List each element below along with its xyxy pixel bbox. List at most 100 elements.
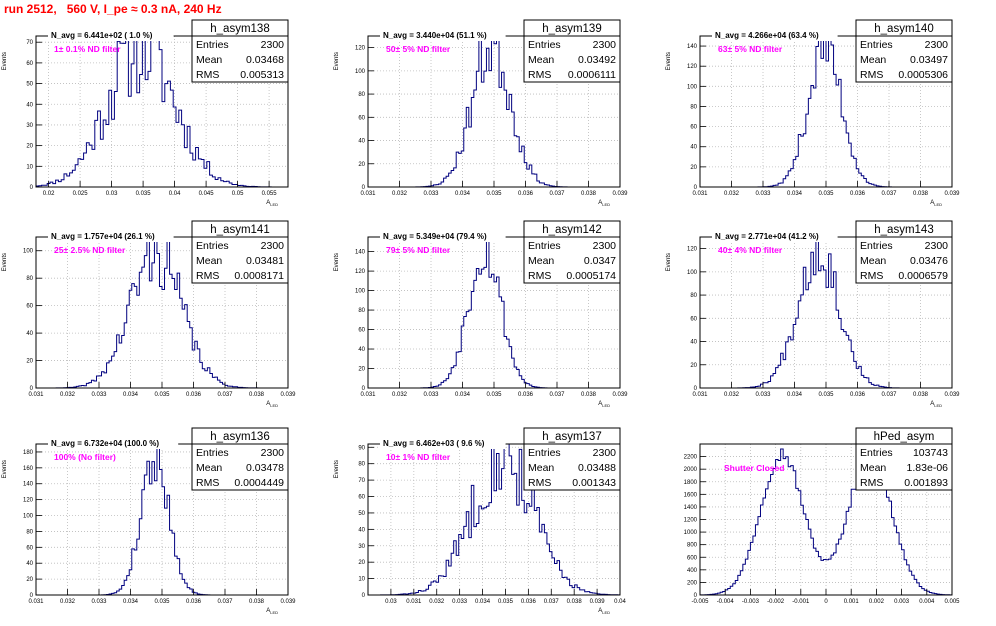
y-tick-label: 40 bbox=[358, 347, 365, 353]
stats-entries-value: 103743 bbox=[913, 447, 948, 459]
y-axis-label: Events bbox=[334, 460, 340, 478]
histogram-panel: 0.031 0.032 0.033 0.034 0.035 0.036 0.037 0.038… bbox=[332, 207, 664, 414]
x-tick-label: 0.034 bbox=[123, 392, 139, 398]
y-tick-label: 120 bbox=[355, 269, 366, 275]
y-tick-label: 100 bbox=[355, 69, 366, 75]
stats-entries-label: Entries bbox=[860, 39, 893, 51]
stats-rms-value: 0.0004449 bbox=[234, 477, 284, 489]
x-tick-label: 0.034 bbox=[455, 392, 471, 398]
histogram-svg: 0.031 0.032 0.033 0.034 0.035 0.036 0.037 0.038… bbox=[2, 220, 296, 408]
avg-label-bg bbox=[48, 438, 179, 449]
avg-label: N_avg = 6.441e+02 ( 1.0 %) bbox=[51, 31, 153, 40]
x-tick-label: 0.038 bbox=[581, 191, 597, 197]
x-tick-label: 0.031 bbox=[28, 392, 44, 398]
stats-entries-label: Entries bbox=[196, 447, 229, 459]
y-tick-label: 80 bbox=[358, 92, 365, 98]
filter-annotation: Shutter Closed bbox=[724, 463, 784, 473]
y-tick-label: 20 bbox=[358, 367, 365, 373]
x-axis-label: ALED bbox=[598, 401, 610, 408]
histogram-name: h_asym139 bbox=[542, 23, 601, 35]
histogram-name: h_asym138 bbox=[210, 23, 269, 35]
stats-rms-label: RMS bbox=[196, 69, 219, 81]
stats-mean-label: Mean bbox=[528, 255, 554, 267]
histogram-panel: 0.031 0.032 0.033 0.034 0.035 0.036 0.037 0.038… bbox=[332, 6, 664, 213]
histogram-name: h_asym140 bbox=[874, 23, 933, 35]
histogram-name: hPed_asym bbox=[874, 431, 935, 443]
y-tick-label: 60 bbox=[358, 495, 365, 501]
stats-entries-value: 2300 bbox=[925, 39, 949, 51]
y-tick-label: 80 bbox=[358, 308, 365, 314]
x-axis-label: ALED bbox=[266, 200, 278, 207]
avg-label-bg bbox=[380, 30, 506, 41]
avg-label-bg bbox=[48, 30, 174, 41]
y-axis-label: Events bbox=[2, 52, 8, 70]
filter-annotation: 1± 0.1% ND filter bbox=[54, 44, 121, 54]
x-axis-label-subscript: LED bbox=[934, 202, 942, 207]
filter-annotation: 50± 5% ND filter bbox=[386, 44, 451, 54]
y-tick-label: 100 bbox=[23, 514, 34, 520]
x-tick-label: 0.039 bbox=[944, 392, 960, 398]
y-tick-label: 20 bbox=[26, 577, 33, 583]
stats-mean-value: 1.83e-06 bbox=[907, 462, 949, 474]
stats-mean-value: 0.03492 bbox=[578, 54, 616, 66]
y-tick-label: 100 bbox=[23, 249, 34, 255]
x-tick-label: 0.045 bbox=[199, 191, 215, 197]
x-tick-label: 0.038 bbox=[249, 599, 265, 605]
y-tick-label: 140 bbox=[23, 482, 34, 488]
y-tick-label: 0 bbox=[362, 593, 366, 599]
x-tick-label: 0.037 bbox=[544, 599, 560, 605]
stats-rms-value: 0.005313 bbox=[240, 69, 284, 81]
y-tick-label: 2000 bbox=[684, 467, 698, 473]
x-tick-label: 0.038 bbox=[581, 392, 597, 398]
x-tick-label: 0.032 bbox=[60, 392, 76, 398]
y-tick-label: 70 bbox=[26, 40, 33, 46]
y-tick-label: 60 bbox=[26, 61, 33, 67]
x-tick-label: 0.033 bbox=[755, 392, 771, 398]
stats-mean-label: Mean bbox=[196, 255, 222, 267]
stats-entries-value: 2300 bbox=[261, 447, 285, 459]
y-tick-label: 80 bbox=[26, 276, 33, 282]
x-tick-label: 0.032 bbox=[392, 392, 408, 398]
x-tick-label: 0.034 bbox=[787, 191, 803, 197]
stats-rms-label: RMS bbox=[196, 477, 219, 489]
x-tick-label: 0.03 bbox=[385, 599, 397, 605]
x-tick-label: 0.035 bbox=[818, 191, 834, 197]
x-tick-label: -0.005 bbox=[691, 599, 709, 605]
x-tick-label: 0.033 bbox=[91, 599, 107, 605]
y-axis-label: Events bbox=[334, 253, 340, 271]
stats-rms-label: RMS bbox=[528, 69, 551, 81]
x-tick-label: 0.033 bbox=[91, 392, 107, 398]
stats-rms-value: 0.0006111 bbox=[568, 69, 616, 81]
x-tick-label: 0.036 bbox=[518, 392, 534, 398]
y-tick-label: 120 bbox=[687, 247, 698, 253]
y-tick-label: 120 bbox=[23, 498, 34, 504]
stats-mean-value: 0.03497 bbox=[910, 54, 948, 66]
filter-annotation: 25± 2.5% ND filter bbox=[54, 245, 126, 255]
x-tick-label: 0.036 bbox=[850, 191, 866, 197]
x-tick-label: 0.032 bbox=[60, 599, 76, 605]
y-tick-label: 40 bbox=[26, 561, 33, 567]
filter-annotation: 40± 4% ND filter bbox=[718, 245, 783, 255]
histogram-svg: -0.005 -0.004 -0.003 -0.002 -0.001 0 0.001 0.00… bbox=[684, 427, 960, 605]
stats-mean-label: Mean bbox=[860, 462, 886, 474]
y-tick-label: 0 bbox=[30, 593, 34, 599]
histogram-line bbox=[699, 448, 953, 596]
x-tick-label: 0.03 bbox=[106, 191, 118, 197]
y-axis-label: Events bbox=[666, 253, 672, 271]
avg-label-bg bbox=[712, 231, 838, 242]
histogram-panel: 0.031 0.032 0.033 0.034 0.035 0.036 0.037 0.038… bbox=[0, 414, 332, 621]
y-tick-label: 120 bbox=[687, 64, 698, 70]
x-tick-label: 0.037 bbox=[217, 392, 233, 398]
histogram-panel: -0.005 -0.004 -0.003 -0.002 -0.001 0 0.001 0.00… bbox=[664, 414, 996, 621]
x-tick-label: 0.032 bbox=[392, 191, 408, 197]
x-tick-label: 0.033 bbox=[423, 191, 439, 197]
x-tick-label: -0.003 bbox=[742, 599, 760, 605]
stats-rms-value: 0.001893 bbox=[904, 477, 948, 489]
x-tick-label: 0.031 bbox=[692, 392, 708, 398]
histogram-svg: 0.031 0.032 0.033 0.034 0.035 0.036 0.037 0.038… bbox=[2, 427, 296, 615]
x-axis-label-subscript: LED bbox=[270, 202, 278, 207]
x-tick-label: 0.035 bbox=[486, 392, 502, 398]
avg-label: N_avg = 5.349e+04 (79.4 %) bbox=[383, 232, 487, 241]
y-tick-label: 40 bbox=[26, 331, 33, 337]
y-tick-label: 20 bbox=[358, 560, 365, 566]
